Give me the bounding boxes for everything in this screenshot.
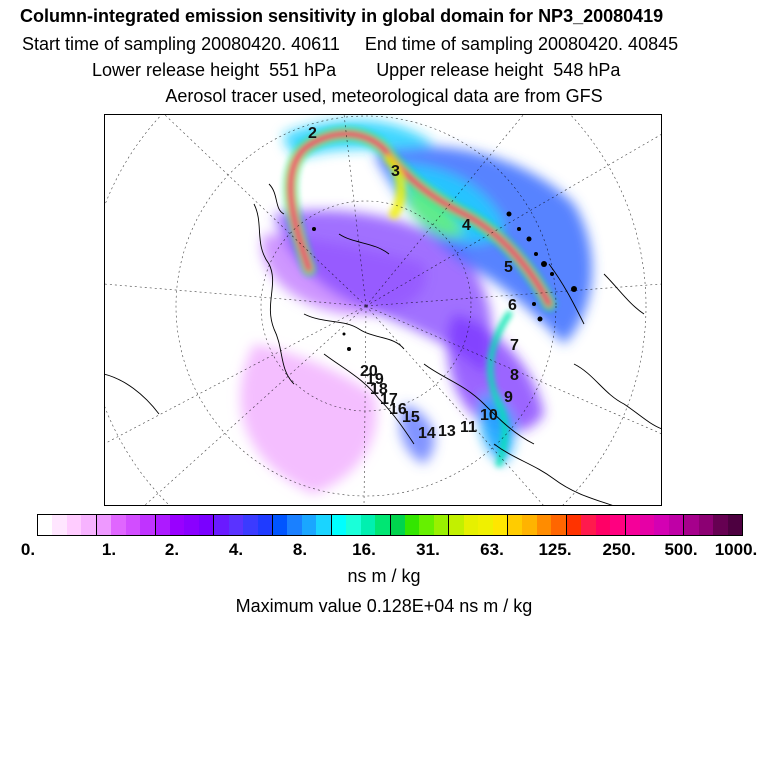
land-marks [312, 211, 577, 351]
upper-release-label: Upper release height 548 hPa [376, 60, 621, 80]
colorbar-segment [566, 515, 582, 535]
day-label: 2 [308, 125, 317, 142]
colorbar-units: ns m / kg [347, 566, 421, 586]
colorbar-segment [228, 515, 244, 535]
max-value-label: Maximum value 0.128E+04 ns m / kg [235, 596, 533, 616]
day-label: 10 [480, 407, 498, 424]
colorbar-segment [727, 515, 742, 535]
colorbar-tick-label: 8. [292, 540, 308, 559]
colorbar-segment [625, 515, 640, 535]
colorbar-segment [96, 515, 112, 535]
day-label: 15 [402, 409, 420, 426]
colorbar-segment [508, 515, 523, 535]
day-label: 18 [370, 381, 388, 398]
colorbar-tick-label: 125. [538, 540, 572, 559]
colorbar-tick-label: 0. [20, 540, 36, 559]
start-time-label: Start time of sampling 20080420. 40611 E… [22, 34, 679, 54]
colorbar-segment [301, 515, 317, 535]
colorbar-tick-label: 250. [602, 540, 636, 559]
day-label: 13 [438, 423, 456, 440]
coastlines [104, 183, 662, 506]
tracer-note: Aerosol tracer used, meteorological data… [165, 86, 603, 106]
day-label: 8 [510, 367, 519, 384]
colorbar-segment [346, 515, 361, 535]
colorbar-segment [169, 515, 185, 535]
colorbar-segment [257, 515, 273, 535]
map-frame [104, 114, 662, 506]
colorbar-segment [463, 515, 479, 535]
colorbar-segment [639, 515, 655, 535]
colorbar-segment [273, 515, 288, 535]
day-label: 6 [508, 297, 517, 314]
colorbar-segment [536, 515, 552, 535]
colorbar-ticks: 0. 1. 2. 4. 8. 16. 31. 63. 125. 250. 500… [0, 540, 768, 562]
day-label: 4 [462, 217, 471, 234]
colorbar-segment [287, 515, 302, 535]
colorbar-segment [214, 515, 229, 535]
day-labels: 2 3 4 5 6 7 8 9 10 11 14 13 15 16 17 18 … [308, 125, 519, 442]
day-label: 19 [366, 371, 384, 388]
colorbar-segment [155, 515, 170, 535]
day-label: 3 [391, 163, 400, 180]
day-label: 14 [418, 425, 436, 442]
colorbar-segment [684, 515, 699, 535]
day-label: 5 [504, 259, 513, 276]
colorbar-tick-label: 63. [480, 540, 504, 559]
day-label: 20 [360, 363, 378, 380]
colorbar-segment [52, 515, 67, 535]
colorbar-segment [243, 515, 258, 535]
plot-title: Column-integrated emission sensitivity i… [20, 6, 664, 26]
colorbar-segment [610, 515, 626, 535]
colorbar-segment [419, 515, 434, 535]
colorbar-segment [478, 515, 493, 535]
colorbar-segment [316, 515, 332, 535]
colorbar-segment [375, 515, 391, 535]
colorbar-segment [551, 515, 567, 535]
colorbar-segment [522, 515, 537, 535]
colorbar-segment [449, 515, 464, 535]
colorbar-segment [331, 515, 347, 535]
colorbar-tick-label: 1. [101, 540, 117, 559]
release-height-label: Lower release height 551 hPa Upper relea… [92, 60, 621, 80]
colorbar-segment [595, 515, 611, 535]
polar-map: 2 3 4 5 6 7 8 9 10 11 14 13 15 16 17 18 … [104, 114, 662, 506]
graticule [104, 114, 662, 506]
colorbar-segment [390, 515, 405, 535]
colorbar-tick-label: 500. [664, 540, 698, 559]
colorbar-segment [698, 515, 714, 535]
colorbar-segment [492, 515, 508, 535]
day-label: 7 [510, 337, 519, 354]
colorbar [37, 514, 743, 536]
day-label: 17 [380, 391, 398, 408]
colorbar-segment [433, 515, 450, 535]
day-label: 11 [460, 419, 477, 436]
colorbar-segment [184, 515, 199, 535]
colorbar-segment [125, 515, 141, 535]
colorbar-tick-label: 1000. [714, 540, 758, 559]
colorbar-segment [140, 515, 156, 535]
colorbar-segment [81, 515, 97, 535]
colorbar-tick-label: 16. [352, 540, 376, 559]
colorbar-segment [38, 515, 53, 535]
colorbar-segment [111, 515, 126, 535]
colorbar-segment [581, 515, 596, 535]
colorbar-tick-label: 2. [164, 540, 180, 559]
day-label: 16 [389, 401, 407, 418]
colorbar-tick-label: 4. [228, 540, 244, 559]
colorbar-segment [404, 515, 420, 535]
colorbar-segment [198, 515, 215, 535]
colorbar-segment [654, 515, 669, 535]
colorbar-tick-label: 31. [416, 540, 440, 559]
end-time-label: End time of sampling 20080420. 40845 [364, 34, 679, 54]
colorbar-segment [66, 515, 82, 535]
plume-core [283, 127, 556, 467]
colorbar-segment [360, 515, 376, 535]
colorbar-segment [668, 515, 685, 535]
colorbar-segment [713, 515, 728, 535]
day-label: 9 [504, 389, 513, 406]
